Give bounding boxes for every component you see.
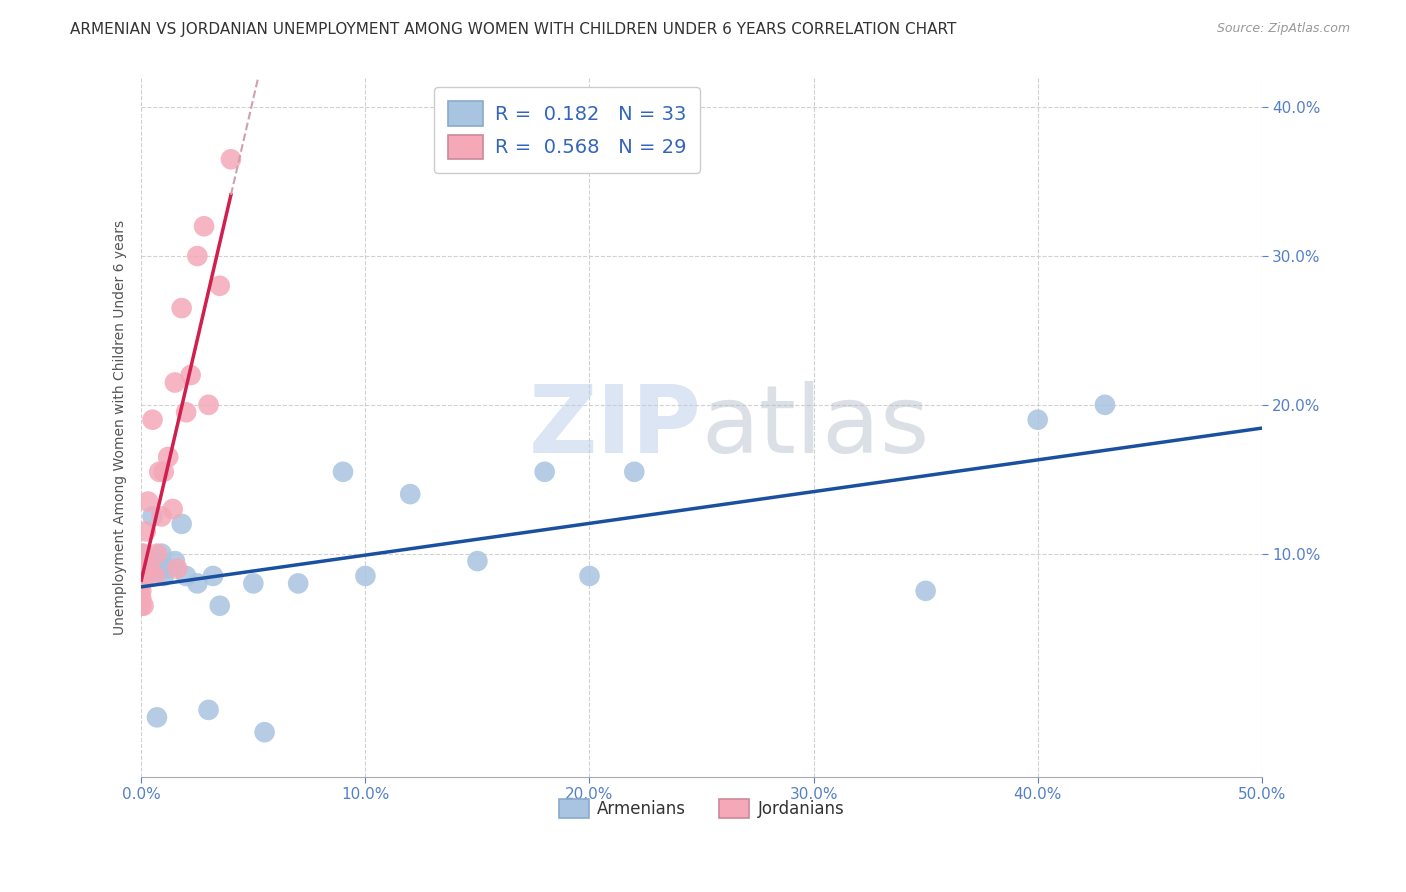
Point bbox=[219, 153, 242, 167]
Point bbox=[135, 569, 157, 583]
Point bbox=[157, 561, 180, 575]
Point bbox=[399, 487, 422, 501]
Point bbox=[623, 465, 645, 479]
Point bbox=[174, 569, 197, 583]
Point bbox=[141, 509, 163, 524]
Point bbox=[287, 576, 309, 591]
Point bbox=[131, 583, 153, 598]
Point bbox=[139, 561, 162, 575]
Point bbox=[131, 569, 153, 583]
Point bbox=[157, 450, 180, 464]
Point bbox=[132, 547, 155, 561]
Point bbox=[354, 569, 377, 583]
Point bbox=[202, 569, 225, 583]
Point bbox=[131, 591, 153, 606]
Point bbox=[148, 561, 170, 575]
Point bbox=[141, 413, 163, 427]
Y-axis label: Unemployment Among Women with Children Under 6 years: Unemployment Among Women with Children U… bbox=[114, 219, 128, 635]
Point bbox=[174, 405, 197, 419]
Point bbox=[131, 599, 153, 613]
Point bbox=[150, 509, 173, 524]
Point bbox=[533, 465, 555, 479]
Point bbox=[193, 219, 215, 234]
Point bbox=[170, 301, 193, 315]
Point bbox=[1094, 398, 1116, 412]
Point bbox=[139, 554, 162, 568]
Point bbox=[131, 561, 153, 575]
Point bbox=[253, 725, 276, 739]
Point bbox=[242, 576, 264, 591]
Point bbox=[146, 547, 169, 561]
Legend: Armenians, Jordanians: Armenians, Jordanians bbox=[553, 792, 851, 824]
Point bbox=[150, 547, 173, 561]
Point bbox=[197, 703, 219, 717]
Point bbox=[578, 569, 600, 583]
Text: Source: ZipAtlas.com: Source: ZipAtlas.com bbox=[1216, 22, 1350, 36]
Point bbox=[208, 278, 231, 293]
Point bbox=[152, 569, 174, 583]
Point bbox=[208, 599, 231, 613]
Point bbox=[163, 376, 186, 390]
Point bbox=[132, 599, 155, 613]
Point bbox=[163, 554, 186, 568]
Point bbox=[914, 583, 936, 598]
Point bbox=[152, 465, 174, 479]
Point bbox=[332, 465, 354, 479]
Point bbox=[131, 561, 153, 575]
Point bbox=[186, 249, 208, 263]
Point bbox=[186, 576, 208, 591]
Point bbox=[143, 569, 166, 583]
Point bbox=[166, 561, 188, 575]
Point bbox=[135, 524, 157, 539]
Point bbox=[131, 576, 153, 591]
Point bbox=[146, 710, 169, 724]
Point bbox=[131, 547, 153, 561]
Point bbox=[143, 554, 166, 568]
Point bbox=[467, 554, 489, 568]
Point bbox=[180, 368, 202, 382]
Point bbox=[136, 494, 159, 508]
Point bbox=[1026, 413, 1049, 427]
Point bbox=[131, 554, 153, 568]
Point bbox=[162, 502, 184, 516]
Point bbox=[197, 398, 219, 412]
Text: atlas: atlas bbox=[702, 381, 929, 473]
Point bbox=[148, 465, 170, 479]
Text: ARMENIAN VS JORDANIAN UNEMPLOYMENT AMONG WOMEN WITH CHILDREN UNDER 6 YEARS CORRE: ARMENIAN VS JORDANIAN UNEMPLOYMENT AMONG… bbox=[70, 22, 956, 37]
Text: ZIP: ZIP bbox=[529, 381, 702, 473]
Point bbox=[170, 516, 193, 531]
Point bbox=[136, 561, 159, 575]
